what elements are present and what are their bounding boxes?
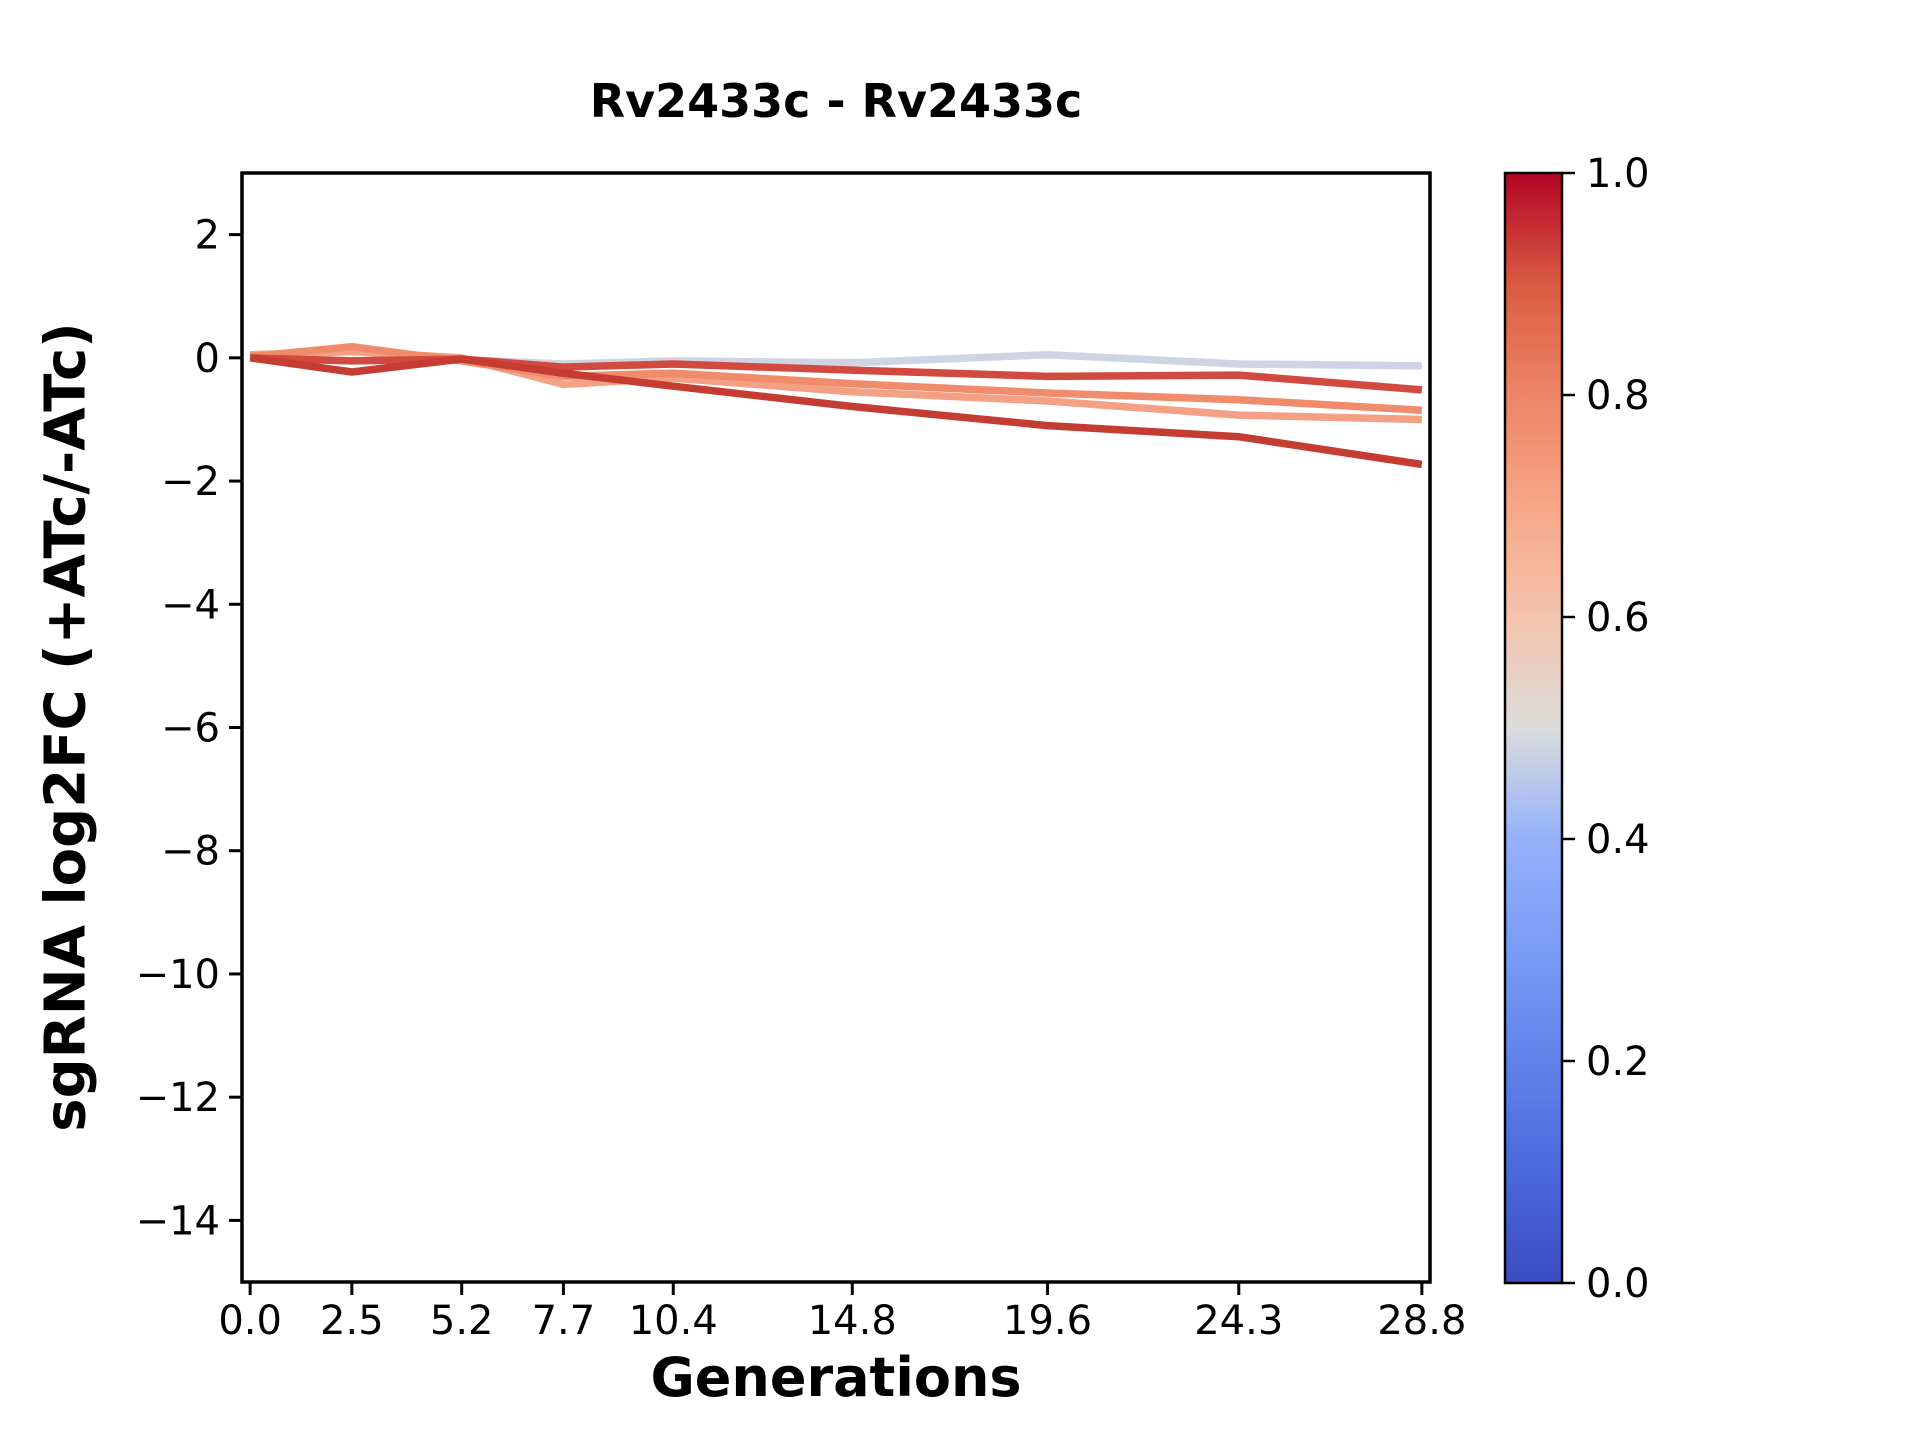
x-tick-label: 7.7 xyxy=(532,1298,596,1344)
y-tick-label: −12 xyxy=(136,1075,220,1121)
y-tick-label: 0 xyxy=(195,336,220,382)
colorbar-tick-label: 1.0 xyxy=(1586,151,1650,197)
colorbar-tick-label: 0.6 xyxy=(1586,595,1650,641)
x-tick-label: 0.0 xyxy=(218,1298,282,1344)
x-tick-label: 5.2 xyxy=(430,1298,494,1344)
x-tick-label: 2.5 xyxy=(320,1298,384,1344)
x-tick-label: 10.4 xyxy=(629,1298,718,1344)
plot-frame xyxy=(240,171,1432,1284)
data-line-5 xyxy=(249,354,1423,469)
y-tick-label: −14 xyxy=(136,1198,220,1244)
colorbar-tick-label: 0.8 xyxy=(1586,373,1650,419)
plot-background xyxy=(242,173,1430,1282)
y-tick-label: −8 xyxy=(161,829,220,875)
x-axis-label: Generations xyxy=(650,1346,1022,1409)
y-axis-label: sgRNA log2FC (+ATc/-ATc) xyxy=(33,322,99,1132)
colorbar-gradient xyxy=(1505,173,1562,1283)
y-tick-label: −2 xyxy=(161,459,220,505)
y-tick-label: −6 xyxy=(161,706,220,752)
x-tick-label: 24.3 xyxy=(1194,1298,1283,1344)
data-line-4 xyxy=(250,354,1423,394)
chart-title: Rv2433c - Rv2433c xyxy=(589,74,1083,128)
x-tick-label: 19.6 xyxy=(1003,1298,1092,1344)
x-tick-label: 28.8 xyxy=(1377,1298,1466,1344)
y-tick-label: −4 xyxy=(161,582,220,628)
colorbar-frame xyxy=(1503,171,1564,1285)
colorbar-tick-label: 0.2 xyxy=(1586,1039,1650,1085)
y-tick-label: −10 xyxy=(136,952,220,998)
colorbar-tick-label: 0.4 xyxy=(1586,817,1650,863)
data-line-3 xyxy=(249,342,1423,414)
y-tick-label: 2 xyxy=(195,213,220,259)
colorbar-tick-label: 0.0 xyxy=(1586,1261,1650,1307)
x-tick-label: 14.8 xyxy=(808,1298,897,1344)
